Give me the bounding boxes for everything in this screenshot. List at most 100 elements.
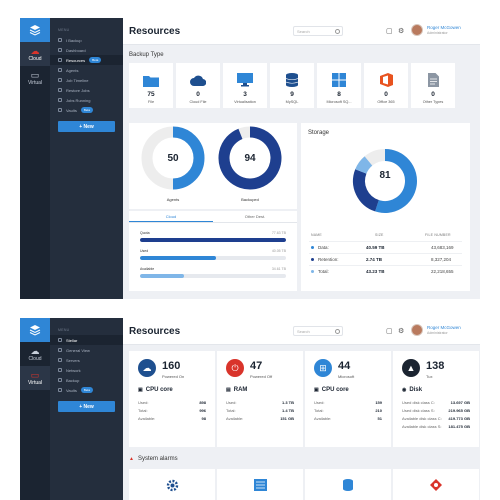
stat-row: Available: 151 GB [226, 416, 294, 421]
restore-icon [58, 88, 62, 92]
monitor-icon: ▭ [30, 70, 40, 80]
tile-microsoft-sql[interactable]: 8 Microsoft SQ... [317, 63, 361, 108]
sidebar-item-label: Agents [66, 67, 79, 73]
bar-label: Used [140, 249, 149, 253]
sidebar-item-dashboard[interactable]: Dashboard [50, 45, 123, 55]
legend-swatch [311, 258, 314, 262]
main-content: Backup Type 75 File 0 Cloud File 3 Virtu… [123, 45, 480, 299]
alarm-tile-database[interactable] [305, 469, 391, 500]
tile-office-365[interactable]: 0 Office 365 [364, 63, 408, 108]
rail-tab-cloud[interactable]: ☁ Cloud [20, 42, 50, 66]
tile-file[interactable]: 75 File [129, 63, 173, 108]
rail-tab-virtual[interactable]: ▭ Virtual [20, 366, 50, 390]
card-subtitle: Microsoft [338, 374, 355, 379]
card-title: RAM [233, 387, 248, 393]
sidebar-item-network[interactable]: Network [50, 365, 123, 375]
logo[interactable] [20, 318, 50, 342]
stat-row: Available: 98 [138, 416, 206, 421]
gear-icon[interactable]: ⚙ [398, 28, 405, 35]
sidebar-item-label: Vaults [66, 387, 77, 393]
card-powered-off: ⏻ 47 Powered Off ▤ RAM Used: 1.3 TB Total:… [217, 351, 303, 447]
windows-icon [331, 73, 347, 87]
stat-row: Total: 1.4 TB [226, 408, 294, 413]
search-input[interactable]: Search [293, 26, 343, 36]
storage-title: Storage [308, 130, 330, 136]
card-value: 138 [426, 360, 445, 372]
card-subtitle: Powered Off [250, 374, 273, 379]
new-button[interactable]: + New [58, 401, 115, 412]
bar-track [140, 238, 286, 242]
search-input[interactable]: Search [293, 326, 343, 336]
logo[interactable] [20, 18, 50, 42]
donut-charts [141, 126, 282, 190]
row-name: Data: [318, 245, 329, 250]
avatar[interactable] [411, 324, 423, 336]
running-icon [58, 98, 62, 102]
vault-icon [58, 108, 62, 112]
bar-value: 40.05 TB [271, 249, 286, 253]
list-icon [253, 479, 267, 491]
gear-icon[interactable]: ⚙ [398, 328, 405, 335]
sidebar: MENU Stellar General View Servers Networ… [50, 318, 123, 500]
sidebar-item-label: Jobs Running [66, 97, 91, 103]
sidebar-item-jobs-running[interactable]: Jobs Running [50, 95, 123, 105]
sidebar-item-agents[interactable]: Agents [50, 65, 123, 75]
quota-bar: Quota 77.63 TB [140, 231, 286, 242]
menu-heading: MENU [58, 328, 70, 332]
sidebar-item-label: Backup [66, 377, 80, 383]
storage-donut [353, 149, 417, 213]
sidebar-item-backup[interactable]: Backup [50, 375, 123, 385]
rail-tab-label: Cloud [28, 356, 42, 362]
tile-cloud-file[interactable]: 0 Cloud File [176, 63, 220, 108]
rail-tab-virtual[interactable]: ▭ Virtual [20, 66, 50, 90]
chat-icon[interactable]: ▢ [386, 28, 393, 35]
monitor-icon [237, 73, 253, 87]
new-button[interactable]: + New [58, 121, 115, 132]
bar-fill [140, 256, 216, 260]
tile-value: 0 [431, 91, 435, 98]
storage-panel: Storage 81 NAME SIZE FILE NUMBER Data: 4… [301, 123, 470, 291]
sidebar-item-label: I Backup [66, 37, 82, 43]
tile-other-types[interactable]: 0 Other Types [411, 63, 455, 108]
sidebar-item-backup[interactable]: I Backup [50, 35, 123, 45]
user-name[interactable]: Roger McGowen [427, 325, 461, 330]
tab-cloud[interactable]: Cloud [129, 211, 213, 222]
alarm-tile-settings[interactable] [129, 469, 215, 500]
network-icon [58, 368, 62, 372]
sidebar-item-vaults[interactable]: Vaults Beta [50, 385, 123, 395]
sidebar-item-resources[interactable]: Resources Beta [50, 55, 123, 65]
bar-track [140, 274, 286, 278]
card-microsoft: ⊞ 44 Microsoft ▣ CPU core Used: 159 Total:… [305, 351, 391, 447]
tile-virtualisation[interactable]: 3 Virtualisation [223, 63, 267, 108]
sidebar-item-servers[interactable]: Servers [50, 355, 123, 365]
tile-value: 75 [147, 91, 155, 98]
alarm-tile-shield[interactable] [393, 469, 479, 500]
rail-tab-cloud[interactable]: ☁ Cloud [20, 342, 50, 366]
sidebar-item-vaults[interactable]: Vaults Beta [50, 105, 123, 115]
storage-slice [353, 169, 380, 212]
tile-mysql[interactable]: 9 MySQL [270, 63, 314, 108]
col-header-files: FILE NUMBER [425, 233, 451, 237]
monitor-icon: ▭ [30, 370, 40, 380]
sidebar-item-job-timeline[interactable]: Job Timeline [50, 75, 123, 85]
agents-donut-label: Agents [166, 197, 180, 202]
sidebar-item-general-view[interactable]: General View [50, 345, 123, 355]
timeline-icon [58, 78, 62, 82]
tile-value: 0 [196, 91, 200, 98]
stat-row: Available: 51 [314, 416, 382, 421]
tab-other-dest[interactable]: Other Dest. [244, 214, 266, 219]
user-role: Administrator [427, 31, 448, 35]
chat-icon[interactable]: ▢ [386, 328, 393, 335]
card-value: 160 [162, 360, 181, 372]
agents-panel: 50 Agents 94 Backuped [129, 123, 297, 209]
avatar[interactable] [411, 24, 423, 36]
sidebar-item-stellar[interactable]: Stellar [50, 335, 123, 345]
user-name[interactable]: Roger McGowen [427, 25, 461, 30]
rail-tab-label: Virtual [27, 80, 43, 86]
row-size: 2.74 TB [366, 257, 383, 262]
sidebar-item-restore-jobs[interactable]: Restore Jobs [50, 85, 123, 95]
stat-row: Used disk class S: 219.965 GB [402, 408, 470, 413]
alarm-tile-list[interactable] [217, 469, 303, 500]
row-files: 43,683,169 [431, 245, 454, 250]
stellar-icon [58, 338, 62, 342]
